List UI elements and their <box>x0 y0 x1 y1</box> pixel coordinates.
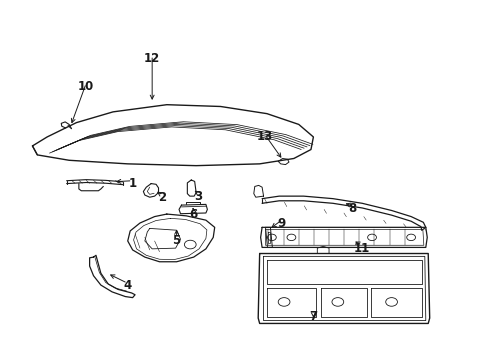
Text: 2: 2 <box>158 192 166 204</box>
Text: 12: 12 <box>144 51 160 64</box>
Text: 13: 13 <box>256 130 272 144</box>
Text: 6: 6 <box>190 208 198 221</box>
Text: 7: 7 <box>309 310 318 323</box>
Text: 3: 3 <box>195 190 203 203</box>
Text: 5: 5 <box>172 234 181 247</box>
Text: 4: 4 <box>123 279 132 292</box>
Text: 9: 9 <box>277 216 286 230</box>
Text: 11: 11 <box>354 242 370 255</box>
Text: 10: 10 <box>78 80 95 93</box>
Text: 8: 8 <box>348 202 357 215</box>
Text: 1: 1 <box>128 177 137 190</box>
